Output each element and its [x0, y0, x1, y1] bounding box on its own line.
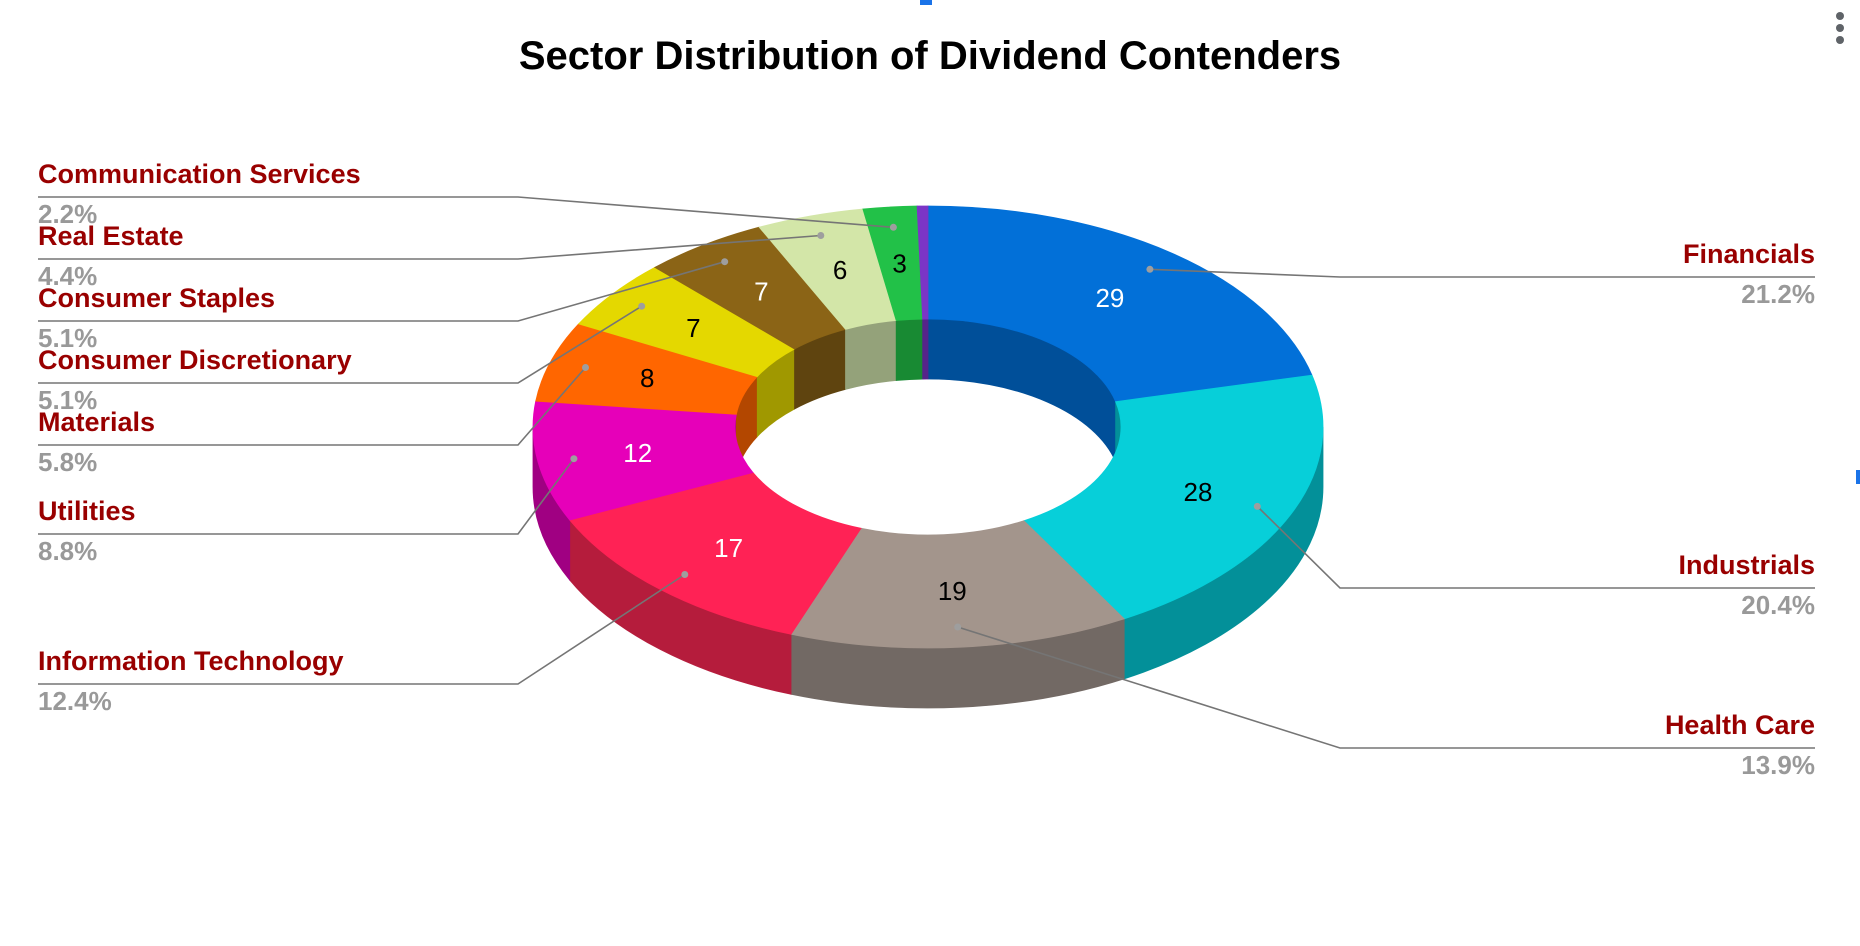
leader-dot-materials [582, 364, 589, 371]
chart-title: Sector Distribution of Dividend Contende… [518, 34, 1342, 78]
side-accent-bar [1856, 470, 1860, 484]
donut-slice-financials[interactable] [927, 205, 1313, 403]
slice-value-label-real-estate: 6 [833, 255, 847, 285]
slice-name-label-materials: Materials [38, 407, 155, 437]
slice-name-label-health-care: Health Care [1665, 710, 1815, 740]
slice-percent-label-consumer-discretionary: 5.1% [38, 385, 97, 415]
donut-slice-industrials[interactable] [1023, 374, 1324, 620]
leader-dot-health-care [954, 623, 962, 631]
slice-percent-label-materials: 5.8% [38, 447, 97, 477]
slice-value-label-consumer-discretionary: 7 [686, 313, 700, 343]
slice-name-label-consumer-discretionary: Consumer Discretionary [38, 345, 352, 375]
slice-name-label-financials: Financials [1683, 239, 1815, 269]
leader-dot-communication-services [889, 223, 897, 231]
slice-value-label-health-care: 19 [938, 576, 967, 606]
leader-line-information-technology [38, 573, 686, 685]
slice-name-label-industrials: Industrials [1678, 550, 1815, 580]
slice-percent-label-health-care: 13.9% [1741, 750, 1815, 780]
slice-percent-label-utilities: 8.8% [38, 536, 97, 566]
leader-line-materials [38, 366, 587, 446]
slice-percent-label-information-technology: 12.4% [38, 686, 112, 716]
leader-line-financials [1149, 268, 1815, 278]
leader-line-industrials [1256, 505, 1815, 589]
slice-percent-label-industrials: 20.4% [1741, 590, 1815, 620]
leader-dot-information-technology [681, 571, 689, 578]
leader-dot-consumer-discretionary [638, 302, 646, 310]
donut-inner-wall-real-estate [845, 320, 897, 390]
slice-name-label-utilities: Utilities [38, 496, 136, 526]
slice-value-label-communication-services: 3 [892, 248, 906, 278]
donut-slice-health-care[interactable] [790, 520, 1125, 649]
donut-inner-wall-other [922, 318, 929, 380]
leader-line-real-estate [38, 234, 821, 260]
slice-name-label-communication-services: Communication Services [38, 159, 361, 189]
slice-value-label-materials: 8 [640, 363, 654, 393]
leader-line-communication-services [38, 196, 894, 229]
top-accent-bar [920, 0, 932, 5]
leader-dot-real-estate [817, 232, 825, 239]
donut-slice-information-technology[interactable] [569, 472, 862, 635]
leader-dot-utilities [570, 455, 578, 463]
leader-dot-consumer-staples [721, 258, 729, 266]
donut-slice-other[interactable] [916, 205, 929, 320]
leader-line-health-care [957, 626, 1815, 749]
slice-percent-label-real-estate: 4.4% [38, 261, 97, 291]
leader-dot-industrials [1253, 502, 1261, 510]
leader-line-consumer-staples [38, 260, 725, 322]
slice-name-label-real-estate: Real Estate [38, 221, 184, 251]
slice-name-label-consumer-staples: Consumer Staples [38, 283, 275, 313]
slice-value-label-financials: 29 [1095, 283, 1124, 313]
leader-dot-financials [1146, 265, 1154, 273]
slice-value-label-utilities: 12 [623, 438, 652, 468]
slice-percent-label-communication-services: 2.2% [38, 199, 97, 229]
leader-line-utilities [38, 458, 575, 535]
slice-name-label-information-technology: Information Technology [38, 646, 344, 676]
donut-inner-wall-communication-services [895, 318, 924, 381]
slice-value-label-information-technology: 17 [714, 533, 743, 563]
slice-percent-label-financials: 21.2% [1741, 279, 1815, 309]
more-options-icon[interactable] [1834, 12, 1846, 52]
leader-line-consumer-discretionary [38, 305, 643, 384]
slice-percent-label-consumer-staples: 5.1% [38, 323, 97, 353]
slice-value-label-consumer-staples: 7 [754, 277, 768, 307]
slice-value-label-industrials: 28 [1184, 477, 1213, 507]
